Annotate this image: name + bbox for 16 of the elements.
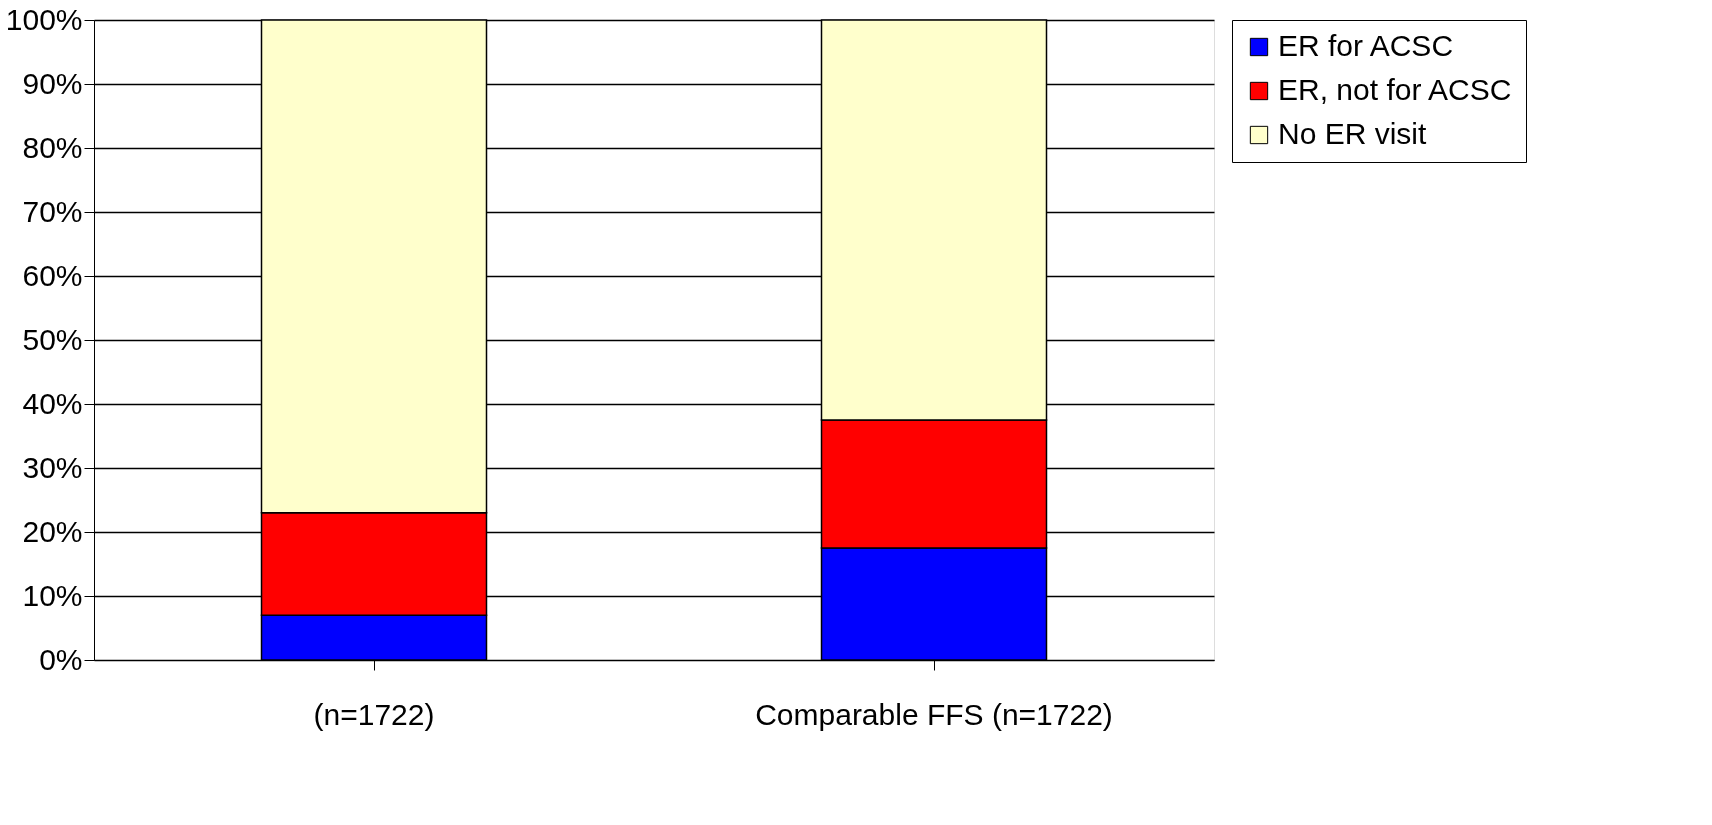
legend-label: ER for ACSC xyxy=(1278,29,1454,62)
x-tick-label: (n=1722) xyxy=(313,697,435,731)
y-tick-label: 0% xyxy=(39,642,83,676)
y-tick-label: 40% xyxy=(22,386,83,420)
y-tick-label: 30% xyxy=(22,450,83,484)
y-tick-label: 90% xyxy=(22,66,83,100)
y-tick-label: 20% xyxy=(22,514,83,548)
x-tick-label: Comparable FFS (n=1722) xyxy=(755,697,1113,731)
legend-label: No ER visit xyxy=(1278,117,1428,150)
y-tick-label: 10% xyxy=(22,578,83,612)
y-tick-label: 50% xyxy=(22,322,83,356)
legend-label: ER, not for ACSC xyxy=(1278,73,1512,106)
y-tick-label: 80% xyxy=(22,130,83,164)
y-tick-label: 60% xyxy=(22,258,83,292)
y-tick-label: 70% xyxy=(22,194,83,228)
y-tick-label: 100% xyxy=(5,2,83,36)
